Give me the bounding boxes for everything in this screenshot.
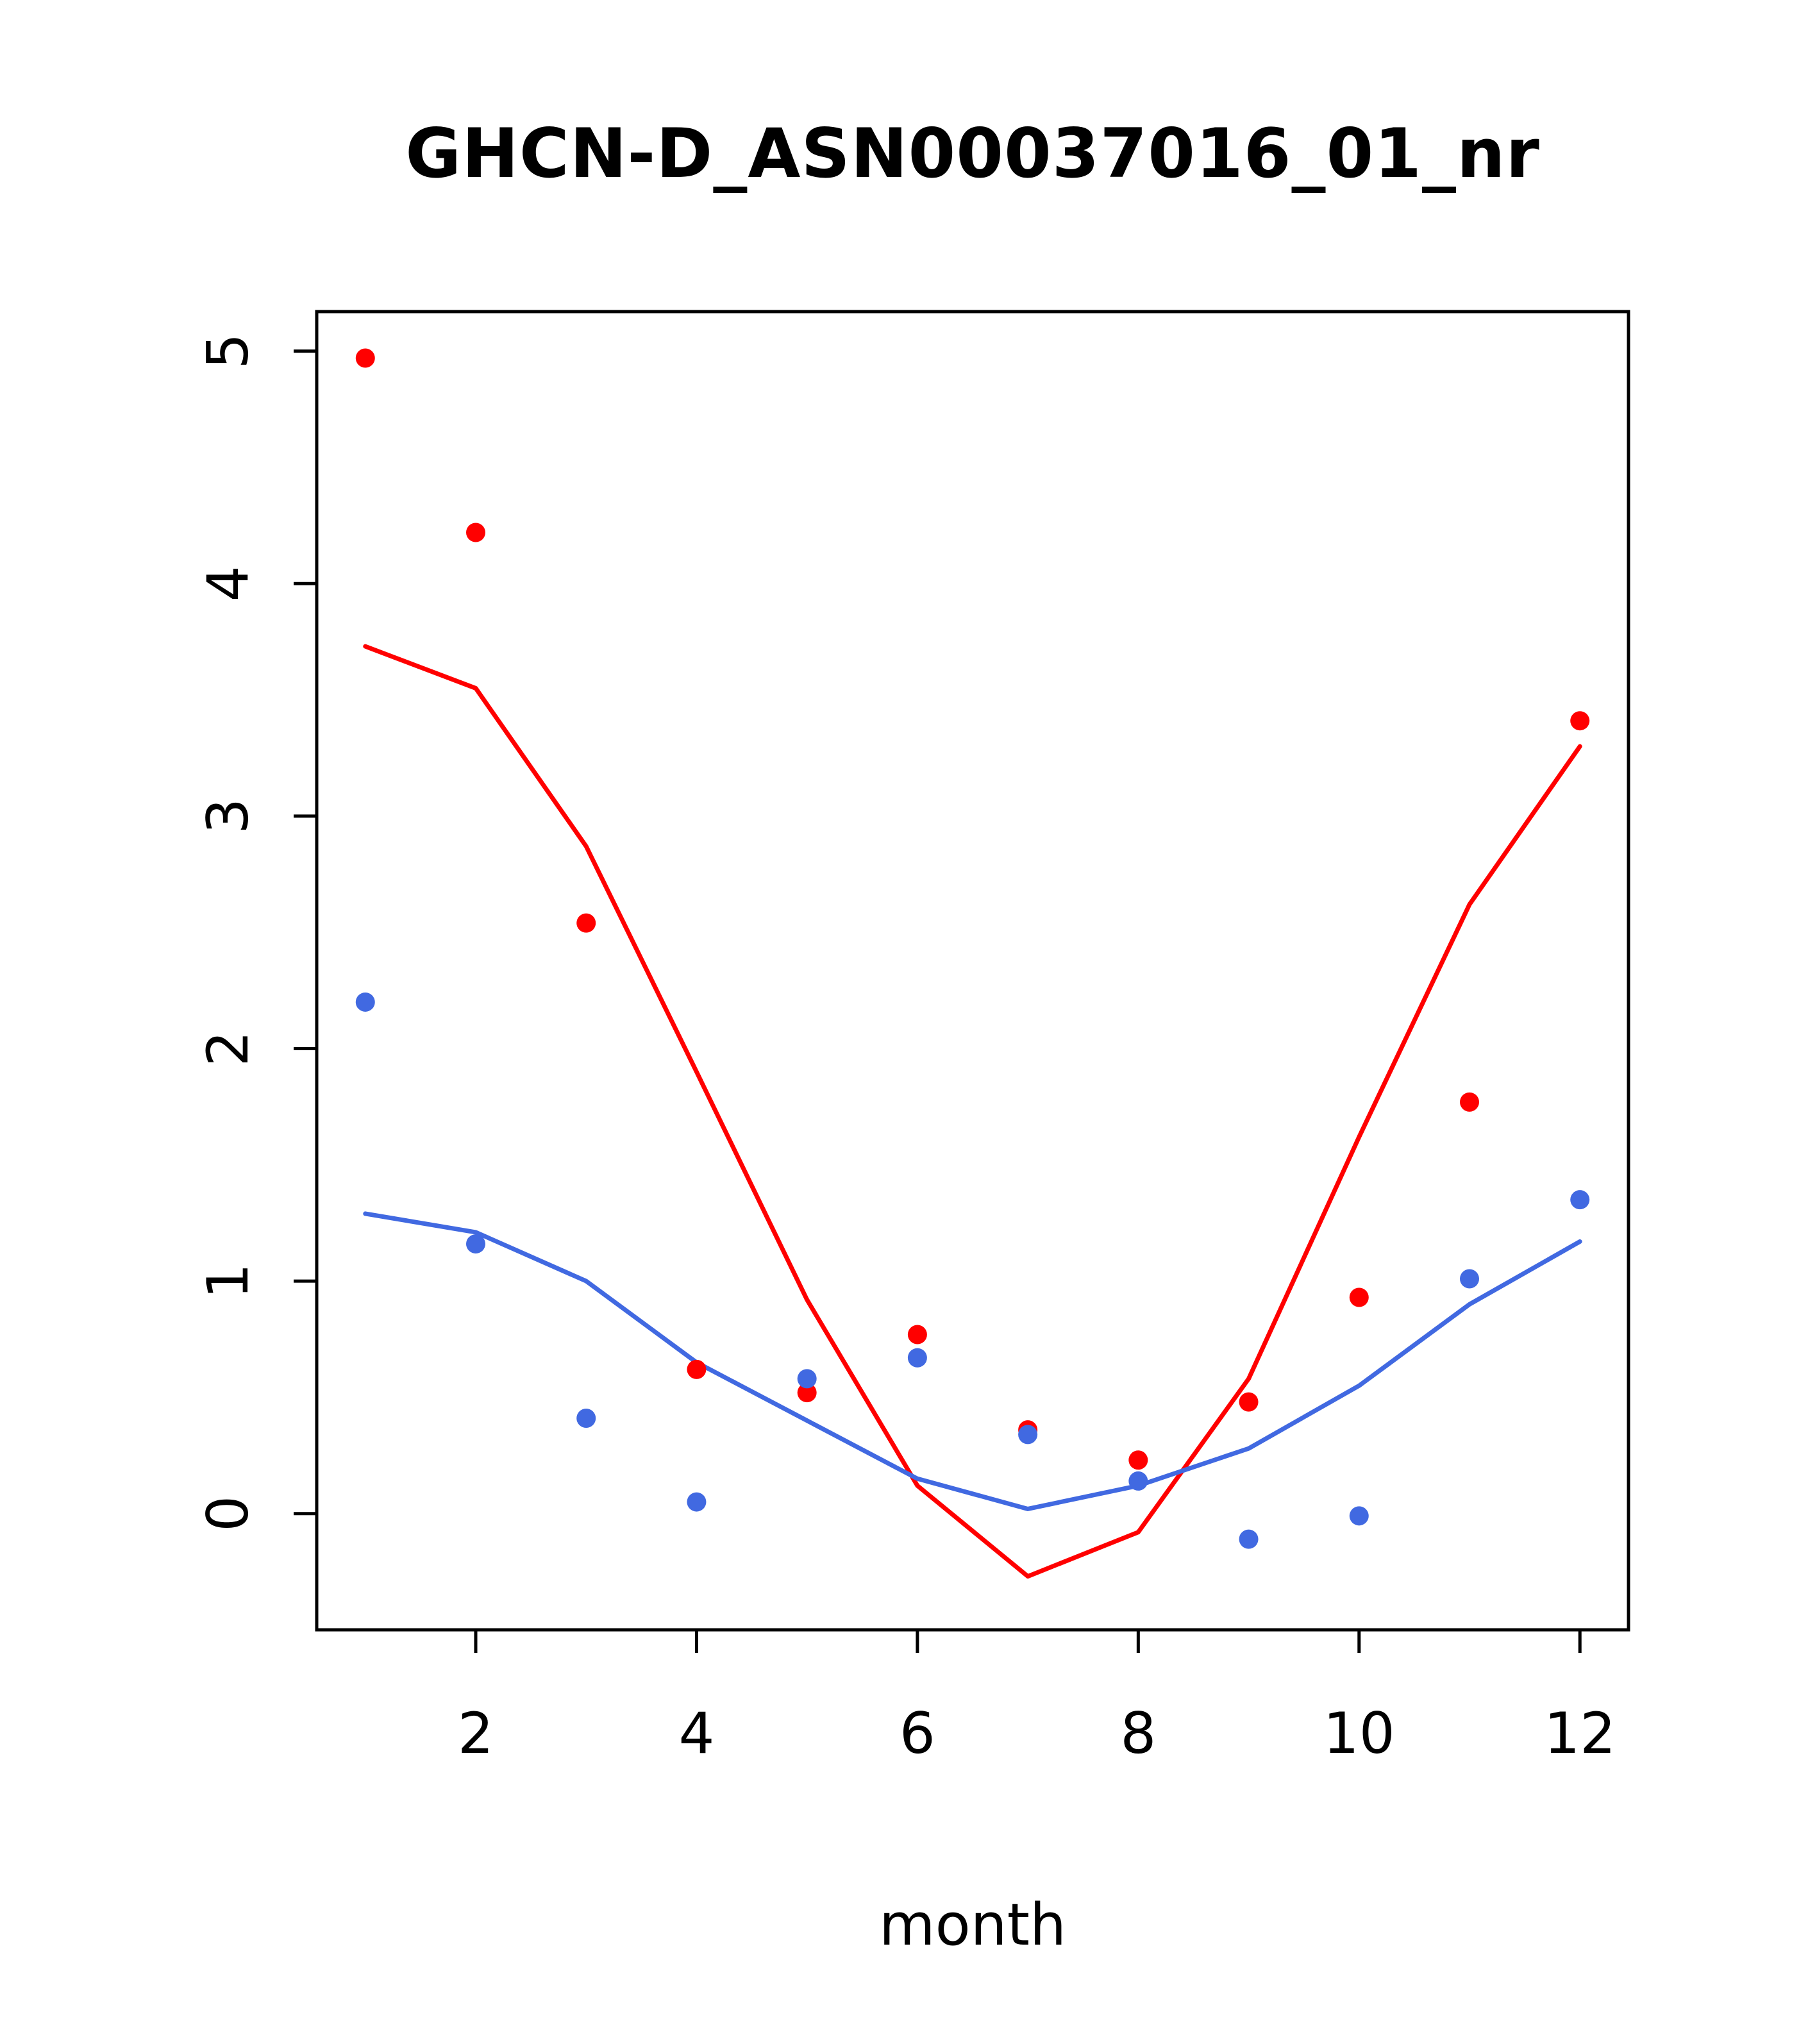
red-points-point (1239, 1392, 1259, 1412)
x-tick-label: 2 (458, 1700, 494, 1766)
blue-points-point (1239, 1529, 1259, 1549)
y-tick-label: 1 (195, 1263, 261, 1299)
red-points-point (1349, 1287, 1369, 1307)
blue-points-point (355, 992, 375, 1012)
plot-box (315, 310, 1630, 1632)
y-tick-label: 0 (195, 1496, 261, 1532)
red-points-point (576, 913, 596, 933)
blue-points-point (466, 1234, 485, 1254)
red-points-point (1128, 1450, 1148, 1470)
blue-line (363, 1211, 1582, 1511)
y-tick-label: 2 (195, 1030, 261, 1066)
x-tick-label: 8 (1120, 1700, 1156, 1766)
blue-points-point (576, 1409, 596, 1428)
red-points-point (466, 523, 485, 542)
blue-points-point (1018, 1425, 1038, 1445)
blue-points-point (1128, 1471, 1148, 1491)
x-tick-label: 12 (1544, 1700, 1616, 1766)
blue-points-point (1570, 1190, 1590, 1210)
x-axis-label: month (878, 1891, 1067, 1959)
blue-points-point (687, 1492, 707, 1512)
red-points-point (355, 348, 375, 368)
red-points-point (1570, 711, 1590, 731)
blue-points-point (1460, 1269, 1479, 1289)
red-points-point (687, 1359, 707, 1379)
y-tick-label: 5 (195, 333, 261, 369)
red-line (363, 644, 1582, 1579)
x-tick-label: 6 (900, 1700, 935, 1766)
blue-points-point (907, 1348, 927, 1368)
y-tick-label: 3 (195, 798, 261, 834)
red-points-point (907, 1325, 927, 1345)
y-tick-label: 4 (195, 565, 261, 601)
x-tick-label: 10 (1323, 1700, 1395, 1766)
blue-points-point (797, 1369, 817, 1389)
red-points-point (797, 1383, 817, 1403)
x-tick-label: 4 (678, 1700, 714, 1766)
chart-title: GHCN-D_ASN00037016_01_nr (405, 114, 1540, 193)
blue-points-point (1349, 1506, 1369, 1526)
red-points-point (1460, 1092, 1479, 1112)
